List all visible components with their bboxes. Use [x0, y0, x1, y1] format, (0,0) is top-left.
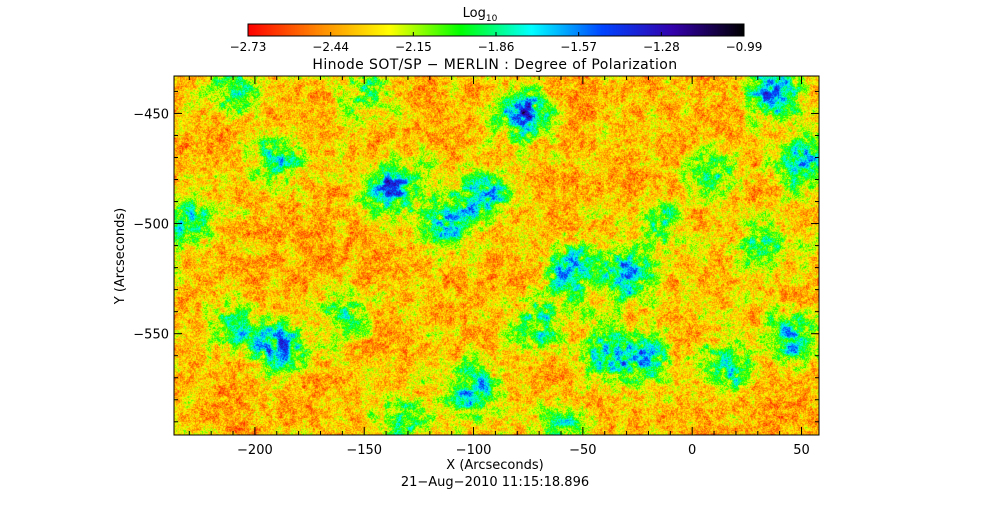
y-axis-ticks: −450 −500 −550: [133, 90, 819, 423]
x-tick-label: −50: [569, 443, 596, 458]
x-axis-label: X (Arcseconds): [446, 458, 543, 473]
y-tick-label: −550: [133, 328, 169, 343]
colorbar-tick-label: −1.28: [643, 40, 680, 54]
chart-title: Hinode SOT/SP − MERLIN : Degree of Polar…: [312, 57, 677, 73]
x-tick-label: −200: [237, 443, 273, 458]
x-tick-label: 50: [793, 443, 810, 458]
y-axis-label: Y (Arcseconds): [113, 208, 128, 305]
y-tick-label: −500: [133, 218, 169, 233]
heatmap-image: [174, 76, 819, 435]
x-tick-label: −100: [456, 443, 492, 458]
colorbar-tick-label: −0.99: [726, 40, 763, 54]
x-tick-label: −150: [346, 443, 382, 458]
plot-frame: [173, 75, 820, 436]
colorbar-tick-label: −2.15: [395, 40, 432, 54]
colorbar-tick-label: −2.73: [230, 40, 267, 54]
colorbar-tick-label: −1.57: [560, 40, 597, 54]
colorbar-ticks: −2.73 −2.44 −2.15 −1.86 −1.57 −1.28 −0.99: [230, 32, 763, 54]
colorbar-tick-label: −2.44: [312, 40, 349, 54]
timestamp: 21−Aug−2010 11:15:18.896: [401, 475, 589, 490]
heatmap-plot-area: [173, 75, 820, 436]
colorbar-tick-label: −1.86: [478, 40, 515, 54]
y-tick-label: −450: [133, 107, 169, 122]
x-tick-label: 0: [688, 443, 696, 458]
colorbar-label: Log10: [463, 6, 498, 24]
x-axis-ticks: −200 −150 −100 −50 0 50: [188, 76, 810, 458]
